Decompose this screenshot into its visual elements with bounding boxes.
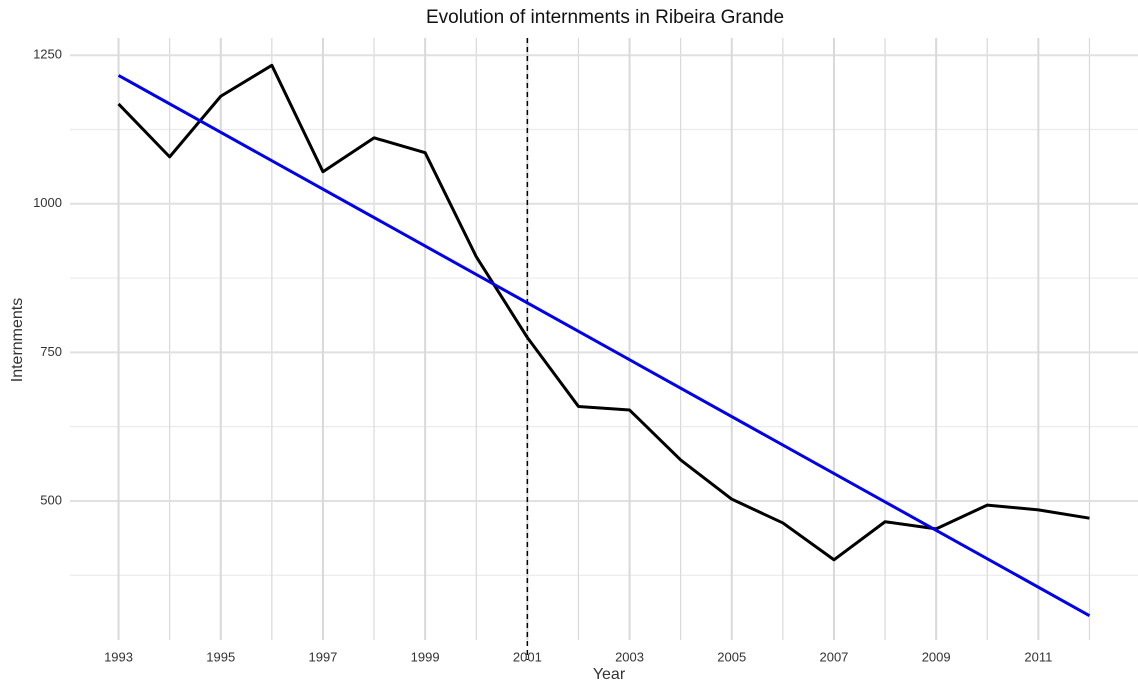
x-tick-label: 1997: [308, 649, 337, 664]
x-tick-label: 1993: [104, 649, 133, 664]
y-tick-label: 1250: [33, 47, 62, 62]
x-tick-label: 1999: [411, 649, 440, 664]
x-tick-label: 2005: [717, 649, 746, 664]
chart-title: Evolution of internments in Ribeira Gran…: [426, 7, 784, 28]
x-tick-label: 2001: [513, 649, 542, 664]
x-tick-label: 1995: [206, 649, 235, 664]
line: [117, 74, 1091, 617]
x-tick-label: 2007: [819, 649, 848, 664]
y-tick-label: 750: [40, 344, 62, 359]
x-tick-label: 2011: [1024, 649, 1052, 664]
y-axis-label: Internments: [9, 298, 26, 382]
x-axis-label: Year: [593, 666, 626, 682]
x-tick-label: 2003: [615, 649, 644, 664]
line: [117, 63, 1090, 562]
y-tick-label: 1000: [33, 195, 62, 210]
x-tick-label: 2009: [922, 649, 951, 664]
y-tick-label: 500: [40, 492, 62, 507]
